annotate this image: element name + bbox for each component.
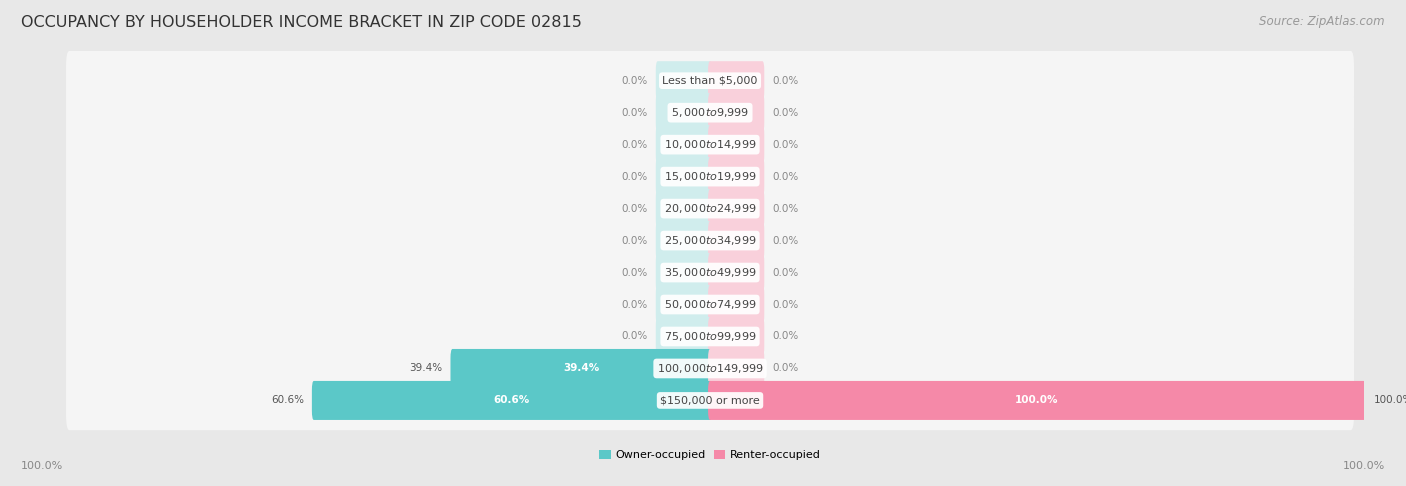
FancyBboxPatch shape	[709, 253, 765, 292]
Text: 0.0%: 0.0%	[621, 204, 648, 213]
Text: 0.0%: 0.0%	[772, 108, 799, 118]
Text: 0.0%: 0.0%	[621, 172, 648, 182]
FancyBboxPatch shape	[655, 157, 711, 196]
Text: $15,000 to $19,999: $15,000 to $19,999	[664, 170, 756, 183]
FancyBboxPatch shape	[655, 221, 711, 260]
Text: 0.0%: 0.0%	[772, 204, 799, 213]
FancyBboxPatch shape	[66, 115, 1354, 174]
FancyBboxPatch shape	[709, 189, 765, 228]
Text: 60.6%: 60.6%	[271, 396, 304, 405]
Text: $75,000 to $99,999: $75,000 to $99,999	[664, 330, 756, 343]
FancyBboxPatch shape	[66, 147, 1354, 207]
Text: 0.0%: 0.0%	[621, 299, 648, 310]
FancyBboxPatch shape	[709, 221, 765, 260]
Text: $100,000 to $149,999: $100,000 to $149,999	[657, 362, 763, 375]
Text: 0.0%: 0.0%	[772, 331, 799, 342]
Text: 0.0%: 0.0%	[621, 236, 648, 245]
Text: 0.0%: 0.0%	[621, 76, 648, 86]
Text: 60.6%: 60.6%	[494, 396, 530, 405]
Text: 100.0%: 100.0%	[1343, 461, 1385, 471]
FancyBboxPatch shape	[312, 381, 711, 420]
Text: 0.0%: 0.0%	[772, 364, 799, 373]
Text: $20,000 to $24,999: $20,000 to $24,999	[664, 202, 756, 215]
Text: 0.0%: 0.0%	[772, 139, 799, 150]
FancyBboxPatch shape	[66, 179, 1354, 238]
Text: 0.0%: 0.0%	[621, 268, 648, 278]
Text: 100.0%: 100.0%	[1374, 396, 1406, 405]
FancyBboxPatch shape	[66, 339, 1354, 398]
FancyBboxPatch shape	[66, 307, 1354, 366]
FancyBboxPatch shape	[66, 371, 1354, 430]
FancyBboxPatch shape	[709, 349, 765, 388]
FancyBboxPatch shape	[655, 61, 711, 100]
Text: 39.4%: 39.4%	[564, 364, 599, 373]
Text: 0.0%: 0.0%	[772, 172, 799, 182]
Text: $35,000 to $49,999: $35,000 to $49,999	[664, 266, 756, 279]
FancyBboxPatch shape	[66, 51, 1354, 110]
FancyBboxPatch shape	[655, 125, 711, 164]
Text: Less than $5,000: Less than $5,000	[662, 76, 758, 86]
FancyBboxPatch shape	[66, 275, 1354, 334]
FancyBboxPatch shape	[709, 157, 765, 196]
FancyBboxPatch shape	[655, 93, 711, 132]
FancyBboxPatch shape	[655, 285, 711, 324]
FancyBboxPatch shape	[655, 253, 711, 292]
Text: 0.0%: 0.0%	[621, 331, 648, 342]
FancyBboxPatch shape	[709, 61, 765, 100]
Text: Source: ZipAtlas.com: Source: ZipAtlas.com	[1260, 15, 1385, 28]
FancyBboxPatch shape	[66, 243, 1354, 302]
FancyBboxPatch shape	[709, 285, 765, 324]
Text: $150,000 or more: $150,000 or more	[661, 396, 759, 405]
Text: 100.0%: 100.0%	[1015, 396, 1059, 405]
FancyBboxPatch shape	[709, 93, 765, 132]
Text: 0.0%: 0.0%	[772, 76, 799, 86]
FancyBboxPatch shape	[655, 189, 711, 228]
Text: 0.0%: 0.0%	[621, 108, 648, 118]
Text: $25,000 to $34,999: $25,000 to $34,999	[664, 234, 756, 247]
Text: $5,000 to $9,999: $5,000 to $9,999	[671, 106, 749, 119]
Text: $10,000 to $14,999: $10,000 to $14,999	[664, 138, 756, 151]
FancyBboxPatch shape	[450, 349, 711, 388]
FancyBboxPatch shape	[655, 317, 711, 356]
FancyBboxPatch shape	[709, 125, 765, 164]
FancyBboxPatch shape	[66, 211, 1354, 270]
FancyBboxPatch shape	[66, 83, 1354, 142]
Text: $50,000 to $74,999: $50,000 to $74,999	[664, 298, 756, 311]
Text: 39.4%: 39.4%	[409, 364, 443, 373]
FancyBboxPatch shape	[709, 317, 765, 356]
Text: OCCUPANCY BY HOUSEHOLDER INCOME BRACKET IN ZIP CODE 02815: OCCUPANCY BY HOUSEHOLDER INCOME BRACKET …	[21, 15, 582, 30]
Text: 100.0%: 100.0%	[21, 461, 63, 471]
Text: 0.0%: 0.0%	[772, 268, 799, 278]
Text: 0.0%: 0.0%	[772, 236, 799, 245]
FancyBboxPatch shape	[709, 381, 1365, 420]
Text: 0.0%: 0.0%	[621, 139, 648, 150]
Text: 0.0%: 0.0%	[772, 299, 799, 310]
Legend: Owner-occupied, Renter-occupied: Owner-occupied, Renter-occupied	[595, 446, 825, 465]
